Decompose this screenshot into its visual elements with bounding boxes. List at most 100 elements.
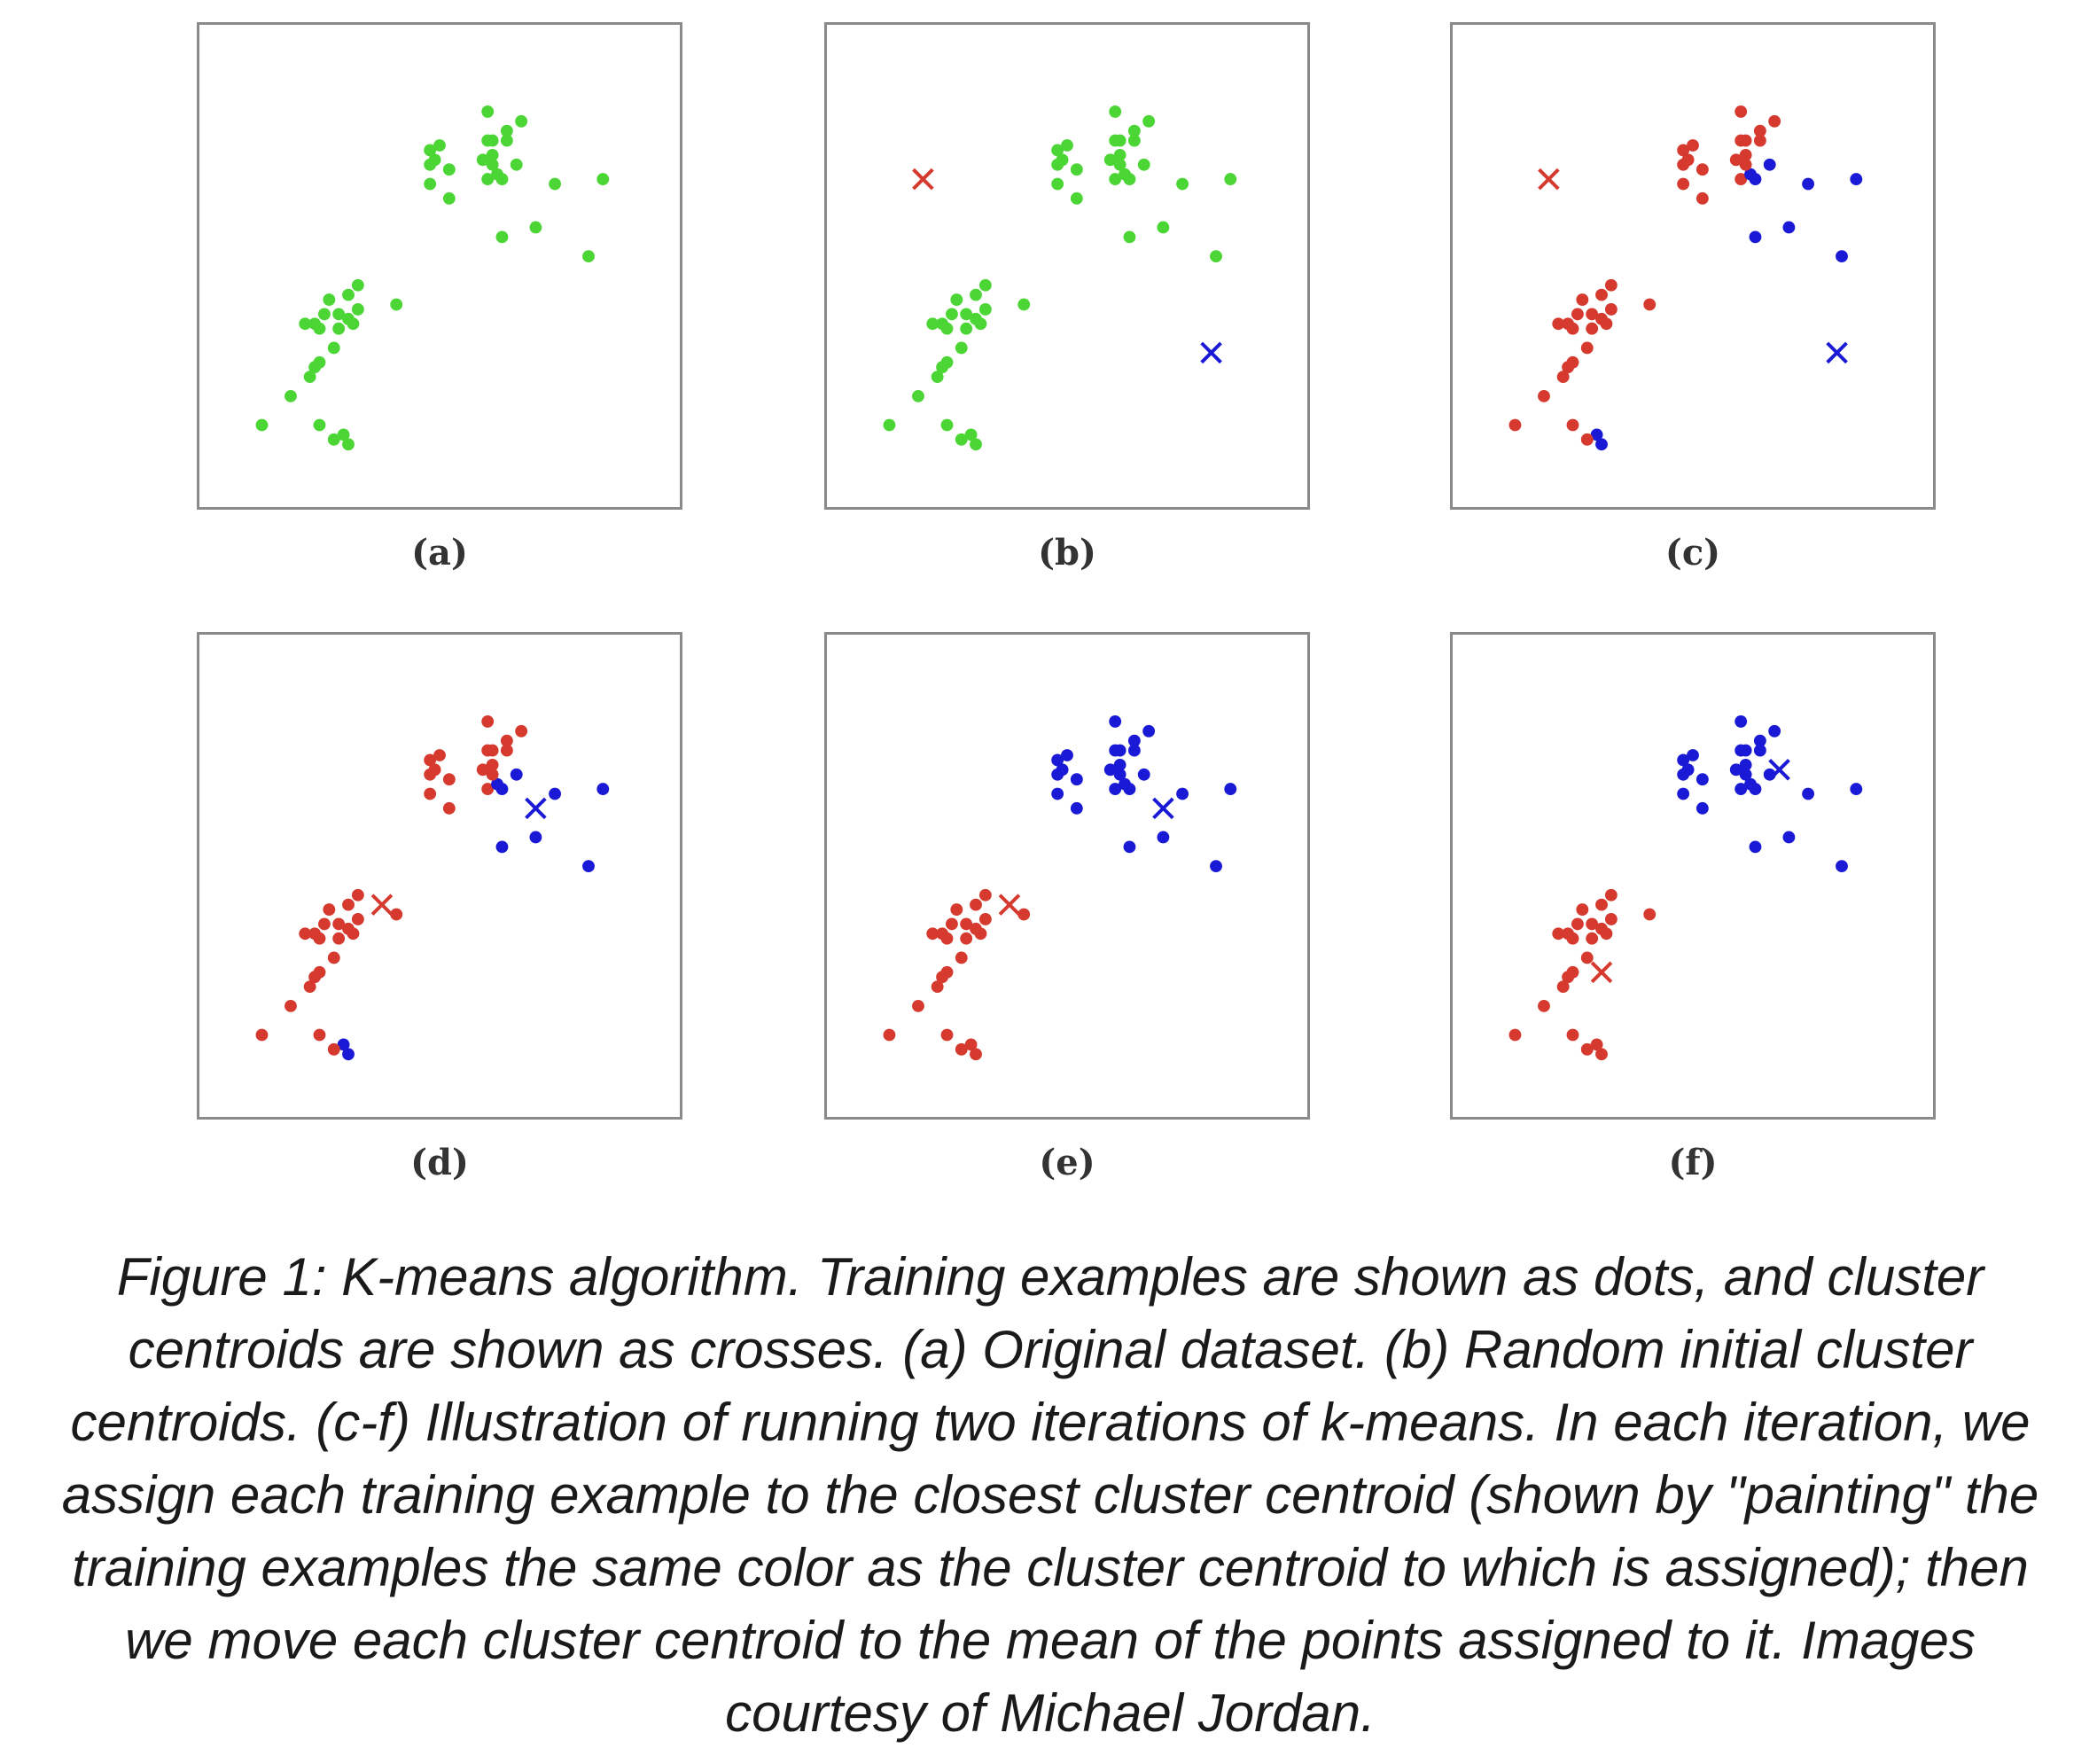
training-example-point (549, 177, 562, 191)
training-example-point (327, 1042, 340, 1056)
training-example-point (912, 389, 924, 402)
training-example-point (495, 173, 509, 186)
training-example-point (299, 927, 312, 941)
training-example-point (337, 1038, 350, 1051)
training-example-point (1753, 734, 1766, 747)
training-example-point (964, 1038, 978, 1051)
scatter-plot-d (255, 715, 610, 1061)
cluster-centroid-cross (1538, 168, 1560, 191)
training-example-point (1802, 177, 1815, 191)
training-example-point (1677, 787, 1690, 800)
training-example-point (486, 158, 499, 171)
training-example-point (1137, 768, 1150, 781)
training-example-point (978, 303, 992, 316)
training-example-point (1157, 221, 1170, 234)
training-example-point (1051, 144, 1064, 157)
training-example-point (515, 724, 528, 738)
training-example-point (970, 898, 982, 911)
training-example-point (549, 787, 562, 800)
training-example-point (926, 317, 939, 331)
training-example-point (1109, 173, 1122, 186)
training-example-point (1123, 783, 1136, 796)
training-example-point (1739, 744, 1752, 757)
training-example-point (500, 744, 513, 757)
training-example-point (1782, 831, 1796, 844)
cluster-centroid-cross (998, 894, 1021, 916)
training-example-point (332, 917, 346, 931)
training-example-point (1562, 971, 1575, 984)
training-example-point (1739, 134, 1752, 147)
training-example-point (1061, 749, 1073, 761)
training-example-point (323, 903, 336, 917)
training-example-point (940, 418, 954, 432)
training-example-point (1210, 250, 1222, 263)
training-example-point (1739, 148, 1752, 161)
training-example-point (1836, 860, 1848, 873)
training-example-point (332, 308, 346, 321)
training-example-point (1103, 153, 1117, 167)
training-example-point (1749, 840, 1762, 854)
training-example-point (1753, 134, 1766, 147)
training-example-point (955, 341, 968, 355)
training-example-point (970, 288, 982, 301)
training-example-point (596, 783, 610, 796)
cluster-centroid-cross (370, 894, 394, 916)
training-example-point (1604, 278, 1618, 292)
training-example-point (481, 715, 495, 728)
training-example-point (1566, 1028, 1579, 1042)
training-example-point (495, 230, 509, 244)
training-example-point (1176, 787, 1189, 800)
training-example-point (978, 913, 992, 925)
training-example-point (510, 158, 523, 171)
training-example-point (1508, 1028, 1522, 1042)
training-example-point (1850, 783, 1863, 796)
training-example-point (1696, 163, 1709, 176)
training-example-point (529, 221, 542, 234)
training-example-point (1562, 361, 1575, 374)
training-example-point (1113, 158, 1126, 171)
training-example-point (1595, 288, 1608, 301)
training-example-point (351, 303, 364, 316)
panel-e (824, 632, 1310, 1120)
training-example-point (1590, 1038, 1603, 1051)
training-example-point (303, 371, 316, 384)
training-example-point (515, 114, 528, 128)
training-example-point (1142, 724, 1156, 738)
training-example-point (486, 744, 499, 757)
training-example-point (308, 927, 322, 941)
cluster-centroid-cross (1768, 759, 1790, 781)
cluster-centroid-cross (1200, 341, 1222, 364)
training-example-point (1595, 898, 1608, 911)
training-example-point (931, 980, 944, 994)
training-example-point (347, 927, 360, 941)
training-example-point (347, 317, 360, 331)
training-example-point (1576, 293, 1589, 307)
training-example-point (1687, 749, 1699, 761)
training-example-point (1782, 221, 1796, 234)
training-example-point (1763, 158, 1776, 171)
training-example-point (1017, 908, 1031, 921)
training-example-point (936, 927, 949, 941)
training-example-point (1070, 191, 1083, 205)
training-example-point (1056, 763, 1069, 777)
training-example-point (931, 371, 944, 384)
training-example-point (1123, 230, 1136, 244)
training-example-point (582, 250, 595, 263)
training-example-point (1556, 980, 1570, 994)
training-example-point (1681, 153, 1695, 167)
training-example-point (1127, 134, 1141, 147)
training-example-point (1749, 230, 1762, 244)
training-example-point (476, 763, 489, 777)
training-example-point (529, 831, 542, 844)
training-example-point (1051, 753, 1064, 767)
training-example-point (1687, 139, 1699, 152)
training-example-point (1538, 389, 1550, 402)
training-example-point (1224, 173, 1237, 186)
training-example-point (1590, 428, 1603, 441)
training-example-point (308, 317, 322, 331)
training-example-point (424, 753, 437, 767)
training-example-point (1571, 917, 1584, 931)
training-example-point (323, 293, 336, 307)
training-example-point (500, 734, 513, 747)
training-example-point (1729, 763, 1742, 777)
